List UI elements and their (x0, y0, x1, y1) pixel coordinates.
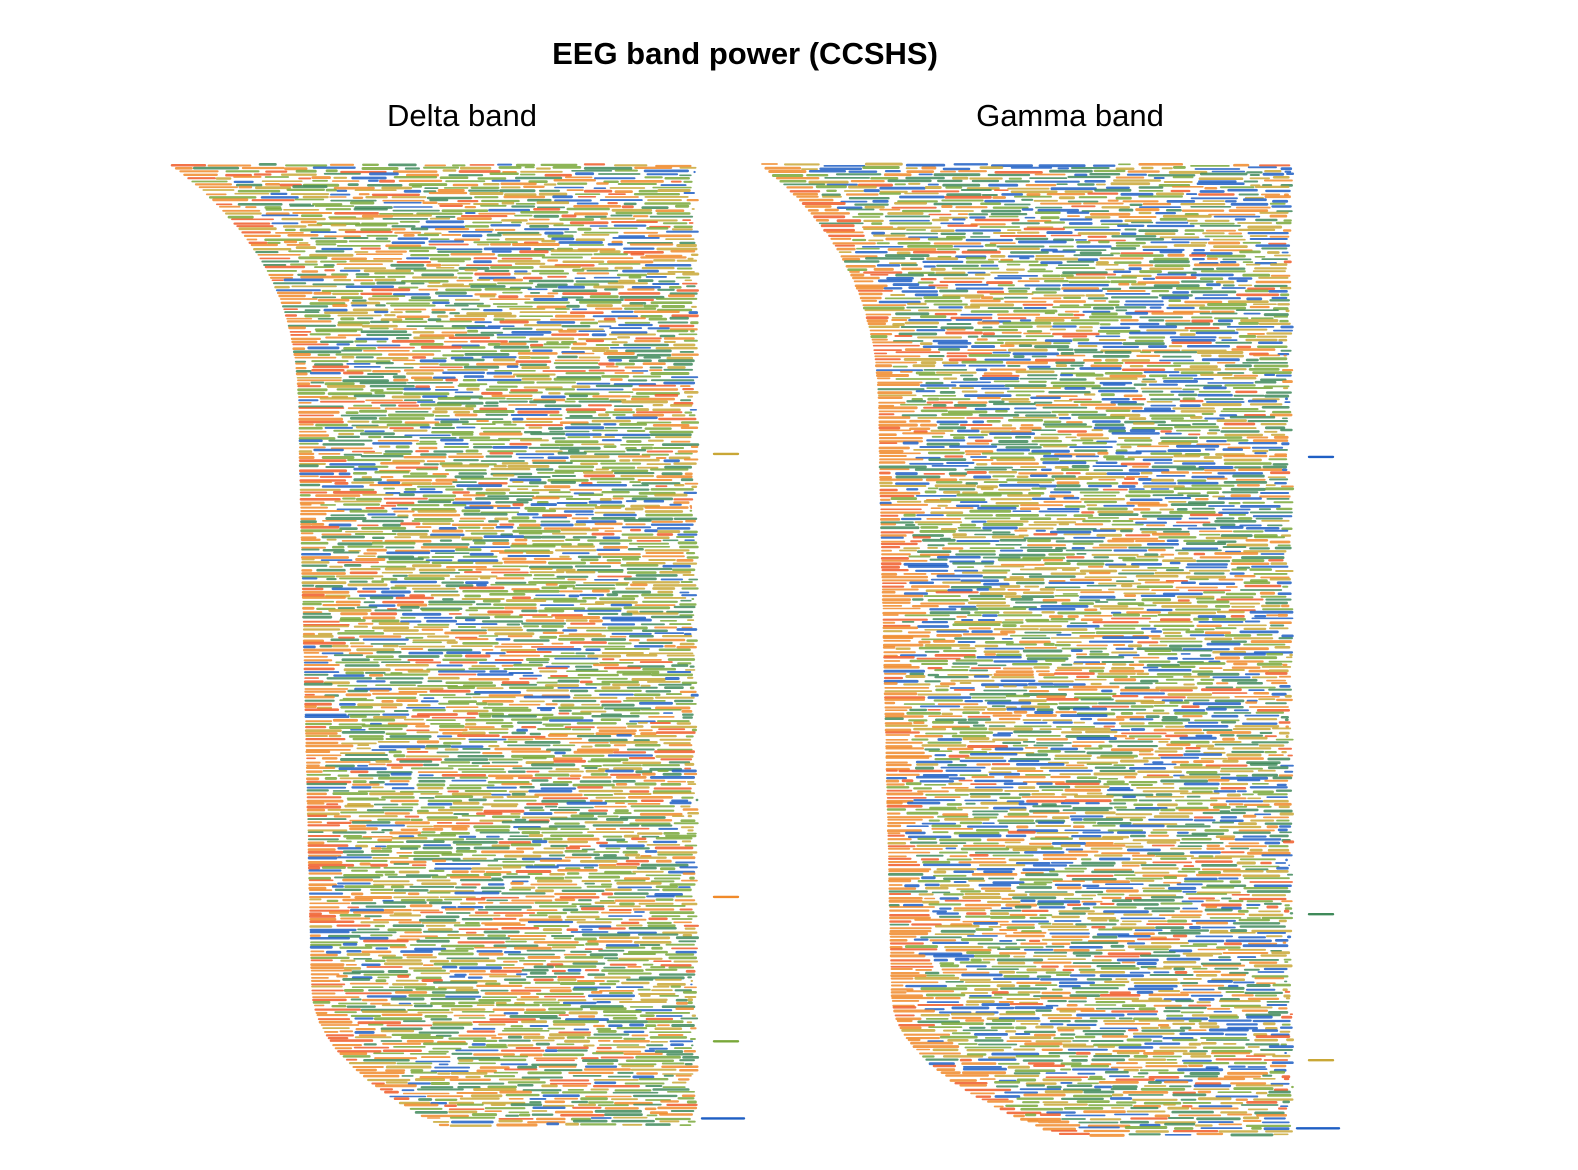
panel-title-delta: Delta band (387, 98, 537, 133)
panel-gamma-raster (761, 162, 1341, 1137)
figure-title: EEG band power (CCSHS) (552, 36, 938, 71)
panel-title-gamma: Gamma band (976, 98, 1164, 133)
panel-delta-raster (170, 163, 746, 1127)
